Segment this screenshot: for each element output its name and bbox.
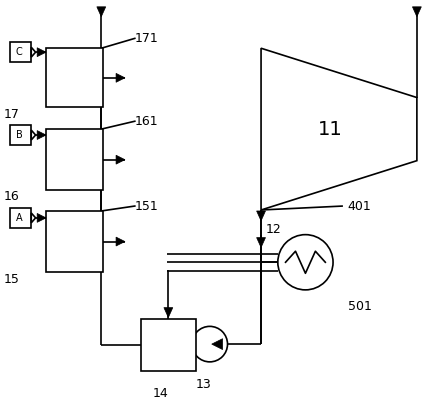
Text: 13: 13 (196, 377, 212, 391)
Bar (10, 42, 31, 62)
Polygon shape (413, 7, 421, 17)
Bar (46, 48, 103, 107)
Polygon shape (261, 48, 417, 210)
Text: 14: 14 (152, 387, 168, 400)
Text: 401: 401 (348, 199, 371, 212)
Polygon shape (97, 7, 106, 17)
Polygon shape (116, 74, 125, 82)
Circle shape (192, 326, 227, 362)
Bar (10, 208, 31, 228)
Bar (46, 129, 103, 190)
Polygon shape (116, 237, 125, 246)
Text: C: C (16, 47, 23, 57)
Text: 16: 16 (4, 190, 19, 203)
Polygon shape (257, 211, 265, 221)
Text: 171: 171 (135, 32, 159, 45)
Polygon shape (31, 47, 35, 57)
Polygon shape (212, 339, 223, 349)
Polygon shape (31, 213, 35, 223)
Text: 151: 151 (135, 199, 159, 212)
Polygon shape (37, 48, 46, 56)
Text: 15: 15 (4, 273, 19, 285)
Text: 12: 12 (266, 223, 282, 236)
Text: 11: 11 (318, 120, 343, 139)
Bar (10, 125, 31, 145)
Polygon shape (257, 237, 265, 247)
Text: 161: 161 (135, 115, 159, 128)
Polygon shape (37, 130, 46, 140)
Text: 17: 17 (4, 108, 19, 121)
Bar (46, 211, 103, 272)
Text: A: A (16, 213, 23, 223)
Text: B: B (16, 130, 23, 140)
Text: 501: 501 (348, 300, 372, 313)
Polygon shape (116, 155, 125, 164)
Polygon shape (31, 130, 35, 140)
Bar (141, 319, 196, 371)
Polygon shape (164, 308, 173, 318)
Polygon shape (37, 214, 46, 222)
Circle shape (278, 234, 333, 290)
